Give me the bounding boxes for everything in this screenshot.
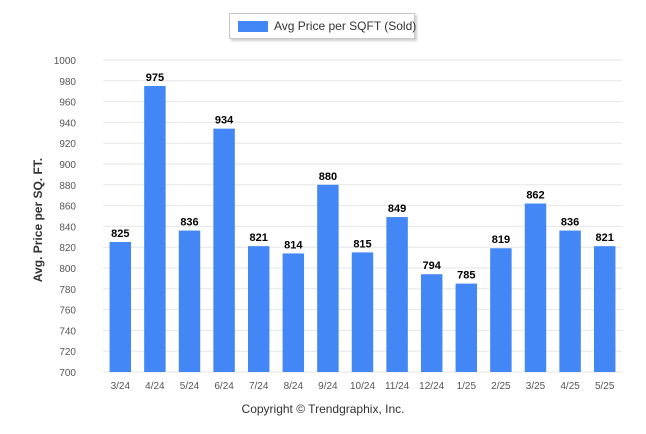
data-label: 814 [284, 239, 303, 251]
x-tick-label: 4/25 [560, 381, 580, 392]
bar [317, 184, 339, 372]
y-tick-label: 1000 [54, 56, 77, 67]
x-tick-label: 7/24 [249, 381, 269, 392]
bar [490, 248, 512, 372]
data-labels: 825 975 836 934 821 814 880 815 849 794 785 819 862 8… [111, 72, 614, 282]
x-axis-ticks: 3/24 4/24 5/24 6/24 7/24 8/24 9/24 10/24 11/24 12… [111, 381, 615, 392]
x-tick-label: 3/25 [526, 381, 546, 392]
y-tick-label: 860 [59, 202, 76, 213]
x-tick-label: 5/25 [595, 381, 615, 392]
x-tick-label: 8/24 [284, 381, 304, 392]
x-tick-label: 9/24 [318, 381, 338, 392]
data-label: 819 [492, 234, 510, 246]
bar-series [109, 86, 616, 372]
bar [351, 252, 374, 372]
bar [144, 86, 166, 372]
data-label: 880 [319, 171, 337, 183]
bar [524, 203, 547, 372]
bar [213, 128, 235, 372]
data-label: 815 [353, 238, 371, 250]
data-label: 862 [526, 190, 544, 202]
data-label: 836 [561, 217, 579, 229]
legend-swatch [238, 21, 268, 32]
y-tick-label: 900 [59, 160, 76, 171]
data-label: 794 [423, 260, 442, 272]
data-label: 821 [250, 232, 268, 244]
y-tick-label: 980 [59, 77, 76, 88]
x-tick-label: 12/24 [419, 381, 444, 392]
data-label: 836 [180, 217, 198, 229]
data-label: 849 [388, 203, 406, 215]
x-tick-label: 4/24 [145, 381, 165, 392]
bar [593, 246, 616, 372]
y-tick-label: 960 [59, 98, 76, 109]
x-tick-label: 3/24 [111, 381, 131, 392]
y-tick-label: 820 [59, 243, 76, 254]
bar [386, 217, 408, 372]
copyright-text: Copyright © Trendgraphix, Inc. [241, 402, 405, 416]
y-tick-label: 760 [59, 306, 76, 317]
bar [420, 274, 443, 372]
bar [559, 230, 581, 372]
x-tick-label: 2/25 [491, 381, 511, 392]
data-label: 825 [111, 228, 129, 240]
y-tick-label: 880 [59, 181, 76, 192]
bar [178, 230, 201, 372]
data-label: 821 [596, 232, 614, 244]
y-tick-label: 740 [59, 326, 76, 337]
y-axis-ticks: 700 720 740 760 780 800 820 840 860 880 900 920 940 9… [54, 56, 77, 379]
y-tick-label: 700 [59, 368, 76, 379]
data-label: 975 [146, 72, 164, 84]
x-tick-label: 6/24 [214, 381, 234, 392]
y-tick-label: 840 [59, 222, 76, 233]
x-tick-label: 5/24 [180, 381, 200, 392]
y-tick-label: 780 [59, 285, 76, 296]
x-tick-label: 11/24 [385, 381, 410, 392]
x-tick-label: 1/25 [457, 381, 477, 392]
bar [109, 242, 132, 372]
bar [282, 253, 305, 372]
bar [247, 246, 270, 372]
y-tick-label: 720 [59, 347, 76, 358]
legend-label: Avg Price per SQFT (Sold) [274, 19, 417, 33]
data-label: 785 [457, 270, 475, 282]
x-tick-label: 10/24 [350, 381, 375, 392]
y-tick-label: 800 [59, 264, 76, 275]
data-label: 934 [215, 115, 234, 127]
legend[interactable]: Avg Price per SQFT (Sold) [229, 13, 417, 39]
y-tick-label: 920 [59, 139, 76, 150]
y-axis-title: Avg. Price per SQ. FT. [31, 157, 45, 283]
bar [455, 283, 478, 372]
y-tick-label: 940 [59, 118, 76, 129]
